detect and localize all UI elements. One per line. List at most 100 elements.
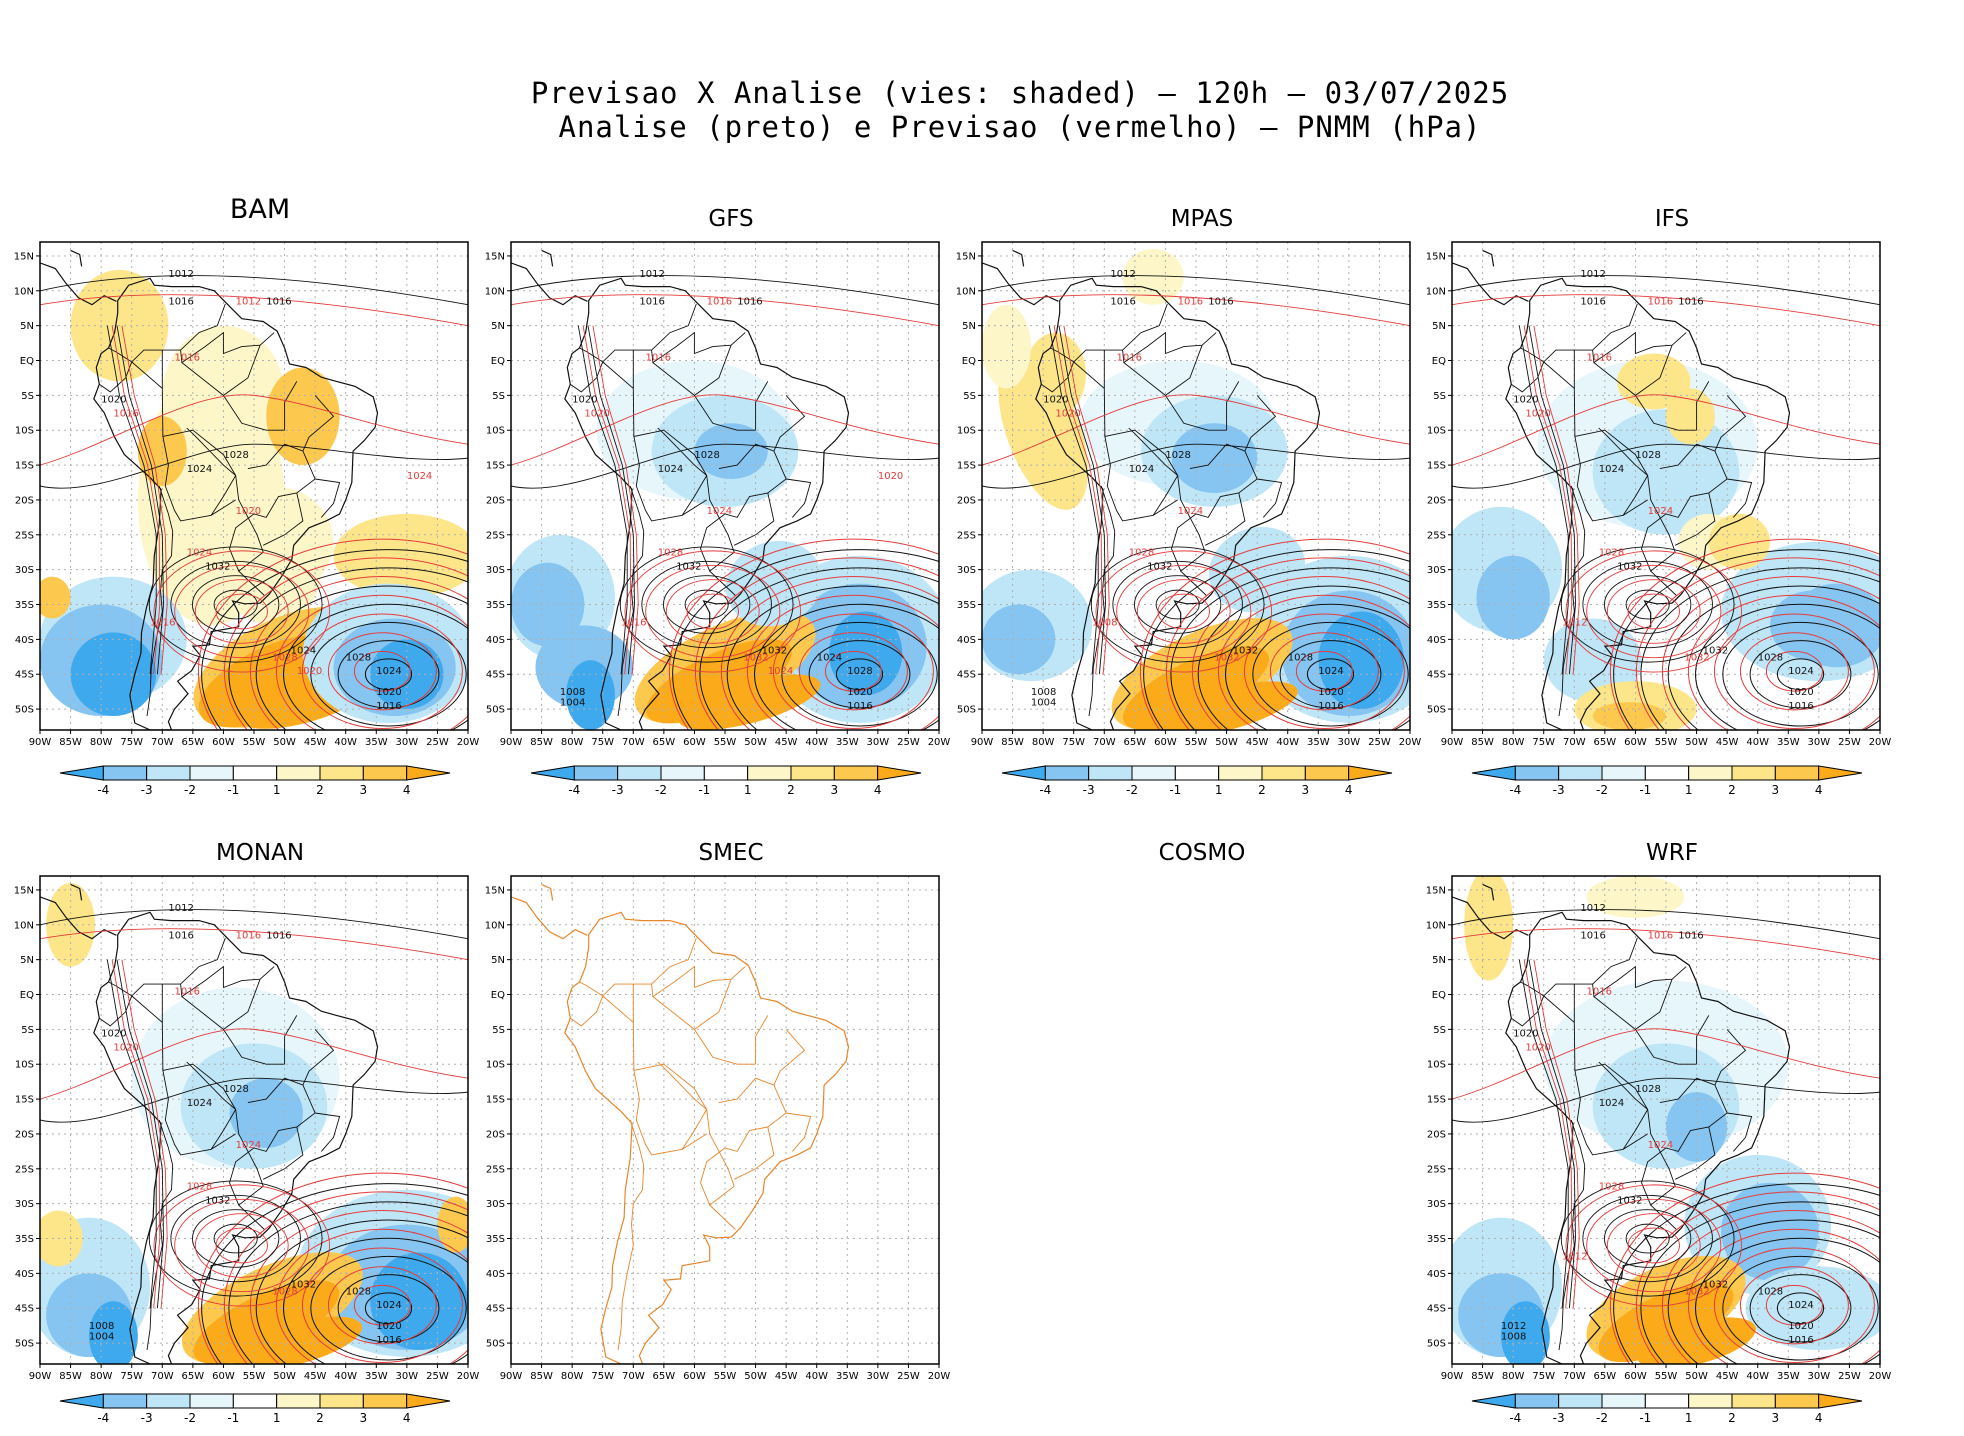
bias-patch	[40, 1210, 83, 1267]
country-border	[1635, 395, 1697, 431]
analysis-contour-label: 1024	[376, 666, 401, 677]
colorbar-segment	[617, 765, 662, 781]
lat-tick-label: 35S	[1427, 1234, 1446, 1245]
forecast-contour	[746, 594, 939, 730]
colorbar-label: -1	[1639, 1411, 1651, 1425]
analysis-contour-label: 1032	[205, 562, 230, 573]
analysis-contour-label: 1028	[1165, 450, 1190, 461]
analysis-contour-label: 1020	[1513, 394, 1538, 405]
analysis-contour-label: 1032	[1703, 1279, 1728, 1290]
analysis-contour-label: 1016	[1678, 297, 1703, 308]
lon-tick-label: 45W	[775, 1371, 798, 1380]
analysis-contour	[1197, 585, 1410, 730]
forecast-contour	[353, 1284, 411, 1326]
colorbar-label: 1	[273, 783, 281, 797]
analysis-contour	[116, 959, 164, 1309]
analysis-contour-label: 1020	[1788, 687, 1813, 698]
country-border	[633, 1070, 707, 1156]
analysis-contour	[213, 589, 258, 620]
analysis-contour-label: 1028	[1288, 652, 1313, 663]
country-border	[315, 478, 341, 518]
forecast-contour	[1523, 325, 1573, 675]
analysis-contour	[663, 575, 751, 634]
bias-patch	[1155, 681, 1298, 730]
country-border	[651, 965, 746, 998]
country-border	[181, 345, 261, 396]
lon-tick-label: 90W	[971, 737, 994, 746]
colorbar-monan: -4 -3 -2 -1 1 2 3 4	[59, 1393, 451, 1425]
analysis-contour-label: 1020	[1318, 687, 1343, 698]
forecast-contour	[1687, 594, 1880, 730]
forecast-contour-label: 1020	[1525, 408, 1550, 419]
coastline-central-america	[40, 262, 117, 306]
analysis-contour-label: 1032	[1703, 645, 1728, 656]
analysis-contour-label: 1028	[346, 1286, 371, 1297]
country-border	[247, 1029, 335, 1104]
analysis-contour	[255, 1219, 468, 1364]
analysis-contour-label: 1016	[1788, 701, 1813, 712]
lat-tick-label: 45S	[15, 1304, 34, 1315]
lat-tick-label: 10S	[15, 426, 34, 437]
country-border	[1165, 395, 1227, 431]
lat-tick-label: EQ	[491, 990, 505, 1001]
colorbar-label: 2	[1728, 1411, 1736, 1425]
lon-tick-label: 65W	[653, 737, 676, 746]
forecast-contour	[353, 650, 411, 692]
analysis-contour-label: 1020	[1513, 1028, 1538, 1039]
panel-title-cosmo: COSMO	[1158, 840, 1246, 866]
lon-tick-label: 70W	[151, 1371, 174, 1380]
lon-tick-label: 35W	[365, 1371, 388, 1380]
colorbar-label: 3	[1302, 783, 1310, 797]
country-border	[617, 485, 645, 717]
analysis-contour-label: 1032	[1147, 562, 1172, 573]
forecast-contour	[215, 593, 268, 630]
analysis-contour	[106, 959, 157, 1309]
colorbar-segment	[1644, 1393, 1690, 1409]
analysis-contour-label: 1012	[1580, 903, 1605, 914]
analysis-contour-label: 1016	[1580, 931, 1605, 942]
lat-tick-label: 35S	[15, 1234, 34, 1245]
analysis-contour	[619, 546, 794, 663]
analysis-contour-label: 1012	[168, 903, 193, 914]
country-border	[651, 331, 746, 364]
lon-tick-label: 55W	[243, 737, 266, 746]
country-border	[253, 1084, 316, 1152]
forecast-contour	[772, 613, 934, 730]
country-border	[1727, 478, 1753, 518]
lon-tick-label: 55W	[1655, 1371, 1678, 1380]
country-border	[681, 1109, 708, 1150]
lon-tick-label: 30W	[1338, 737, 1361, 746]
country-border	[210, 1109, 237, 1150]
colorbar-segment	[406, 765, 451, 781]
forecast-contour	[194, 1213, 289, 1278]
analysis-contour	[148, 546, 323, 663]
analysis-contour-label: 1004	[560, 698, 585, 709]
forecast-contour-label: 1028	[1129, 548, 1154, 559]
analysis-contour-label: 1024	[1318, 666, 1343, 677]
forecast-contour-label: 1024	[1178, 506, 1203, 517]
lat-tick-label: 40S	[1427, 635, 1446, 646]
analysis-contour	[835, 658, 884, 691]
colorbar-segment	[146, 765, 191, 781]
country-border	[1665, 450, 1728, 518]
colorbar-label: -1	[227, 783, 239, 797]
country-border	[1511, 347, 1545, 393]
lat-tick-label: 15S	[15, 1095, 34, 1106]
colorbar-label: -4	[97, 1411, 109, 1425]
lat-tick-label: 10S	[957, 426, 976, 437]
analysis-contour	[1625, 589, 1670, 620]
forecast-contour	[111, 959, 161, 1309]
analysis-contour-label: 1016	[266, 297, 291, 308]
country-border	[734, 492, 775, 546]
lon-tick-label: 75W	[120, 1371, 143, 1380]
lon-tick-label: 60W	[683, 737, 706, 746]
forecast-contour	[668, 538, 939, 730]
bias-patch	[1209, 526, 1306, 613]
colorbar-label: 2	[787, 783, 795, 797]
forecast-contour-label: 1028	[272, 652, 297, 663]
lat-tick-label: 45S	[15, 670, 34, 681]
analysis-contour	[1518, 325, 1569, 675]
lon-tick-label: 30W	[1808, 737, 1831, 746]
